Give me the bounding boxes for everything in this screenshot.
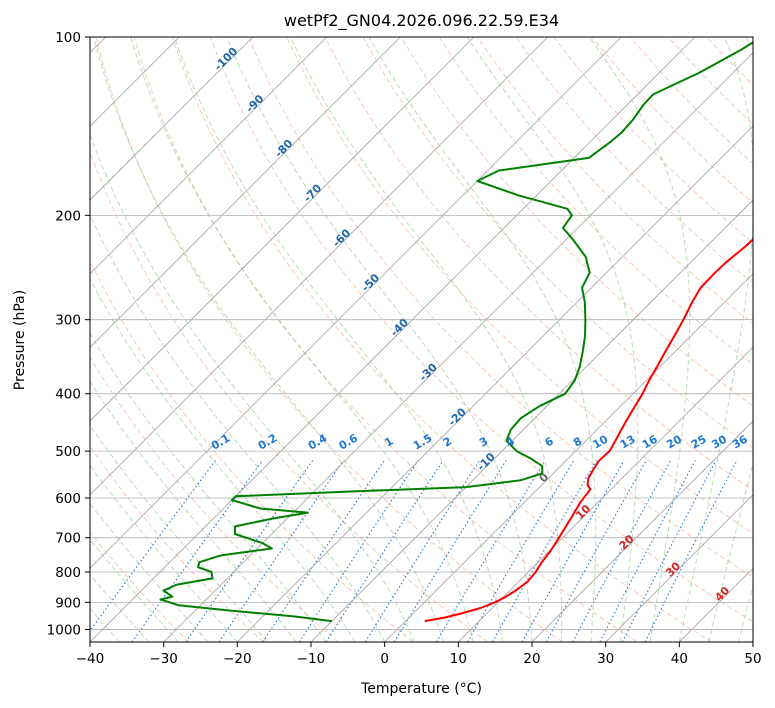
x-tick-label: 0 — [380, 651, 389, 667]
isotherm-line — [384, 273, 753, 642]
isotherm-line — [458, 346, 753, 642]
dry-adiabat-line — [171, 37, 712, 642]
moist-adiabat-line — [90, 277, 356, 642]
profile-series — [159, 41, 753, 623]
dry-adiabat-line — [324, 37, 753, 491]
y-tick-label: 200 — [55, 208, 81, 224]
dry-adiabat-line — [286, 37, 753, 534]
dry-adiabat-line — [90, 356, 339, 642]
y-tick-label: 400 — [55, 387, 81, 403]
dry-adiabat-line — [400, 37, 753, 407]
y-tick-label: 900 — [55, 595, 81, 611]
mixing-ratio-line — [131, 460, 263, 642]
moist-adiabat-line — [90, 424, 268, 642]
isotherm-line — [605, 494, 753, 642]
isotherm-line — [531, 420, 753, 642]
y-tick-label: 100 — [55, 30, 81, 46]
dry-adiabat-line — [477, 37, 753, 325]
profile-line-1 — [159, 41, 753, 623]
x-tick-label: −40 — [76, 651, 105, 667]
x-axis-ticks: −40 −30 −20 −10 0 10 20 30 40 50 — [76, 642, 762, 667]
x-tick-label: 20 — [523, 651, 540, 667]
isotherm-grid — [90, 37, 753, 642]
moist-adiabat-line — [678, 37, 753, 642]
y-axis-ticks: 100 200 300 400 500 600 700 800 900 1000 — [47, 30, 90, 638]
isotherm-line — [90, 37, 401, 348]
x-tick-label: 10 — [450, 651, 467, 667]
x-tick-label: −10 — [297, 651, 326, 667]
moist-adiabat-line — [226, 37, 533, 642]
plot-area: -100-90-80-70-60-50-40-30-20-10010203040… — [90, 37, 753, 642]
dry-adiabat-line — [90, 259, 414, 642]
profile-line-0 — [424, 238, 753, 623]
y-tick-label: 300 — [55, 313, 81, 329]
isotherm-line — [310, 199, 753, 642]
moist-adiabat-line — [90, 132, 415, 642]
isotherm-line — [90, 37, 475, 422]
y-tick-label: 600 — [55, 491, 81, 507]
mixing-ratio-line — [262, 460, 385, 642]
y-axis-label: Pressure (hPa) — [12, 290, 28, 390]
mixing-ratio-line — [393, 460, 507, 642]
x-tick-label: −30 — [149, 651, 178, 667]
dry-adiabat-line — [591, 37, 753, 204]
plot-frame — [89, 36, 754, 643]
mixing-ratio-line — [298, 460, 419, 642]
mixing-ratio-line — [491, 460, 598, 642]
x-tick-label: 30 — [597, 651, 614, 667]
moist-adiabat-line — [130, 37, 474, 642]
moist-adiabat-line — [368, 37, 597, 642]
mixing-ratio-line — [435, 460, 546, 642]
moist-adiabat-line — [289, 37, 563, 642]
x-axis-label: Temperature (°C) — [360, 681, 482, 697]
mixing-ratio-line — [644, 460, 738, 642]
dry-adiabat-line — [248, 37, 753, 578]
mixing-ratio-lines — [90, 460, 738, 642]
dry-adiabat-line — [90, 531, 190, 642]
moist-adiabat-line — [173, 37, 503, 642]
dry-adiabat-line — [90, 150, 488, 642]
y-tick-label: 1000 — [47, 622, 81, 638]
isotherm-line — [237, 125, 753, 642]
mixing-ratio-line — [467, 460, 575, 642]
moist-adiabat-line — [588, 37, 691, 642]
isotherm-line — [90, 37, 622, 569]
dry-adiabat-line — [95, 37, 563, 642]
dry-adiabat-line — [438, 37, 753, 366]
y-tick-label: 500 — [55, 444, 81, 460]
moist-adiabat-line — [90, 380, 297, 642]
dry-adiabat-line — [553, 37, 753, 244]
y-tick-label: 700 — [55, 531, 81, 547]
isotherm-line — [163, 52, 753, 642]
moist-adiabat-line — [90, 213, 386, 642]
mixing-ratio-line — [185, 460, 314, 642]
moist-adiabat-line — [466, 37, 639, 642]
isotherm-line — [90, 37, 254, 201]
mixing-ratio-line — [545, 460, 647, 642]
mixing-ratio-line — [521, 460, 625, 642]
dry-adiabat-line — [210, 37, 753, 623]
isotherm-line — [90, 37, 696, 642]
moist-adiabats — [90, 37, 753, 642]
x-tick-label: 50 — [744, 651, 761, 667]
mixing-ratio-line — [90, 460, 216, 632]
y-tick-label: 800 — [55, 565, 81, 581]
isotherm-line — [90, 37, 548, 496]
isobar-grid — [90, 37, 753, 630]
x-tick-label: −20 — [223, 651, 252, 667]
chart-title: wetPf2_GN04.2026.096.22.59.E34 — [284, 11, 559, 31]
x-tick-label: 40 — [671, 651, 688, 667]
dry-adiabat-line — [133, 37, 638, 642]
moist-adiabat-line — [90, 332, 327, 642]
isotherm-line — [90, 37, 327, 275]
